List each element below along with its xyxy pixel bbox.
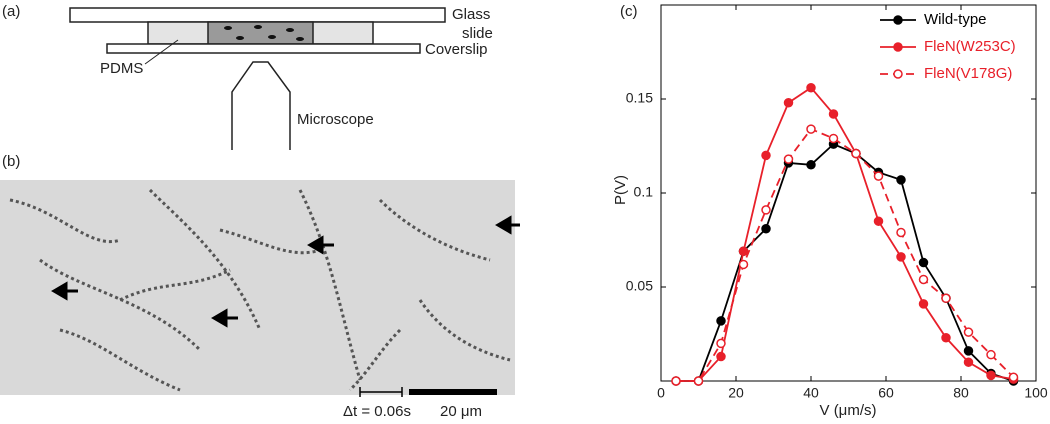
data-point <box>693 376 704 386</box>
data-point <box>806 124 816 134</box>
data-point <box>716 351 726 362</box>
objective <box>231 61 291 150</box>
data-point <box>941 333 951 343</box>
y-tick-label: 0.1 <box>634 184 654 200</box>
panel-label: (a) <box>2 3 20 20</box>
data-point <box>761 205 771 215</box>
bacteria <box>224 25 304 41</box>
data-point <box>851 148 861 159</box>
sample <box>207 21 314 45</box>
data-point <box>986 370 996 381</box>
data-point <box>896 175 906 185</box>
arrows <box>51 215 520 328</box>
pdms-label: PDMS <box>100 60 143 77</box>
trajectories <box>9 188 511 392</box>
legend-label: FleN(V178G) <box>924 65 1012 82</box>
legend-marker <box>893 42 903 52</box>
time-scale-bar <box>359 387 403 397</box>
data-point <box>896 227 906 238</box>
microscope-label: Microscope <box>297 111 374 128</box>
data-point <box>738 246 749 257</box>
data-point <box>1008 372 1019 382</box>
x-axis-label: V (μm/s) <box>820 402 877 419</box>
y-axis-label: P(V) <box>612 175 629 205</box>
data-point <box>738 259 749 270</box>
length-scale-label: 20 μm <box>440 403 482 420</box>
data-point <box>873 216 884 226</box>
data-point <box>761 150 771 161</box>
series-line <box>676 143 1014 382</box>
micrograph <box>0 180 515 395</box>
data-point <box>941 293 951 304</box>
y-tick-label: 0.05 <box>626 278 653 294</box>
data-point <box>873 171 884 181</box>
data-point <box>918 274 929 285</box>
y-tick-label: 0.15 <box>626 90 653 106</box>
panel-label: (b) <box>2 153 20 170</box>
data-point <box>716 316 726 326</box>
data-point <box>806 82 816 93</box>
data-point <box>828 133 839 144</box>
legend-label: FleN(W253C) <box>924 38 1016 55</box>
x-tick-label: 100 <box>1024 385 1048 401</box>
series-line <box>676 127 1015 382</box>
data-point <box>806 160 816 170</box>
data-point <box>963 346 974 356</box>
glass-slide <box>69 7 446 23</box>
x-tick-label: 40 <box>803 385 819 401</box>
legend-marker <box>893 15 903 25</box>
data-point <box>783 154 794 164</box>
coverslip-label: Coverslip <box>425 41 488 58</box>
data-point <box>761 223 771 234</box>
data-point <box>671 376 681 386</box>
data-point <box>963 327 974 337</box>
legend-marker <box>893 69 903 79</box>
time-scale-label: Δt = 0.06s <box>343 403 411 420</box>
x-tick-label: 60 <box>878 385 894 401</box>
panel-label: (c) <box>620 3 638 20</box>
data-point <box>963 357 974 367</box>
length-scale-bar <box>409 389 497 395</box>
plot-frame <box>660 4 1037 382</box>
pointer <box>144 39 179 65</box>
data-point <box>986 349 996 360</box>
data-point <box>828 109 839 119</box>
data-point <box>896 252 906 262</box>
x-tick-label: 20 <box>728 385 744 401</box>
data-point <box>783 98 794 108</box>
data-point <box>716 338 726 349</box>
x-tick-label: 0 <box>657 385 665 401</box>
glass-label: Glass <box>452 6 490 23</box>
data-point <box>918 257 929 268</box>
legend-label: Wild-type <box>924 11 987 28</box>
coverslip <box>106 43 421 54</box>
x-tick-label: 80 <box>953 385 969 401</box>
glass-label: slide <box>462 25 493 42</box>
data-point <box>918 299 929 309</box>
